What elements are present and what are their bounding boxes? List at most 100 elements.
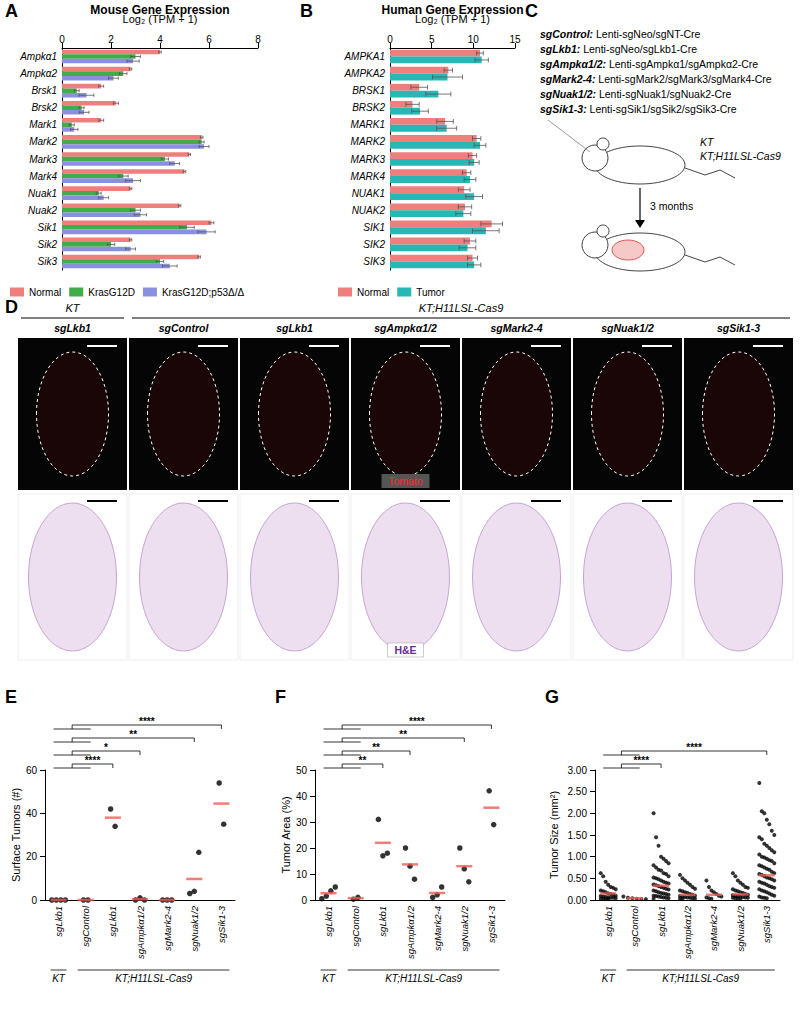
svg-text:5: 5	[429, 34, 435, 45]
svg-text:Lenti-sgNeo/sgNT-Cre: Lenti-sgNeo/sgNT-Cre	[593, 28, 701, 40]
svg-text:SIK3: SIK3	[363, 256, 385, 267]
svg-text:Tumor Area (%): Tumor Area (%)	[280, 796, 292, 873]
svg-text:KT;H11LSL-Cas9: KT;H11LSL-Cas9	[385, 973, 462, 984]
svg-text:KrasG12D: KrasG12D	[88, 287, 135, 298]
svg-text:Mark3: Mark3	[29, 154, 57, 165]
svg-text:Lenti-sgAmpkα1/sgAmpkα2-Cre: Lenti-sgAmpkα1/sgAmpkα2-Cre	[606, 58, 758, 70]
svg-text:A: A	[5, 1, 18, 21]
svg-text:****: ****	[409, 716, 425, 727]
svg-text:**: **	[359, 755, 367, 766]
svg-text:sgAmpkα1/2: sgAmpkα1/2	[405, 905, 416, 959]
svg-text:KT: KT	[700, 136, 715, 148]
svg-text:0: 0	[59, 34, 65, 45]
svg-text:sgNuak1/2: sgNuak1/2	[735, 905, 746, 951]
svg-text:**: **	[129, 729, 137, 740]
svg-text:sgLkb1: sgLkb1	[323, 906, 334, 937]
svg-text:sgLkb1: sgLkb1	[603, 906, 614, 937]
svg-text:****: ****	[686, 742, 702, 753]
svg-text:0.00: 0.00	[568, 895, 588, 906]
svg-text:Sik1: Sik1	[38, 222, 57, 233]
svg-text:MARK2: MARK2	[351, 136, 386, 147]
svg-text:sgControl:: sgControl:	[540, 28, 593, 40]
svg-text:1.00: 1.00	[568, 851, 588, 862]
svg-text:2.50: 2.50	[568, 786, 588, 797]
svg-text:NUAK1: NUAK1	[352, 188, 385, 199]
svg-text:Normal: Normal	[357, 287, 389, 298]
svg-text:sgControl: sgControl	[629, 905, 640, 947]
svg-text:sgNuak1/2:: sgNuak1/2:	[540, 88, 596, 100]
svg-text:sgControl: sgControl	[80, 905, 91, 947]
svg-text:****: ****	[85, 755, 101, 766]
svg-text:E: E	[5, 687, 17, 707]
svg-text:G: G	[545, 687, 559, 707]
svg-text:Nuak1: Nuak1	[28, 188, 57, 199]
svg-text:KT;H11LSL-Cas9: KT;H11LSL-Cas9	[419, 302, 504, 314]
svg-text:sgMark2-4:: sgMark2-4:	[540, 73, 595, 85]
svg-text:KT;H11LSL-Cas9: KT;H11LSL-Cas9	[115, 973, 192, 984]
svg-text:KrasG12D;p53Δ/Δ: KrasG12D;p53Δ/Δ	[162, 287, 245, 298]
svg-text:Ampkα2: Ampkα2	[19, 68, 57, 79]
svg-text:3 months: 3 months	[650, 200, 693, 212]
svg-text:sgSik1-3: sgSik1-3	[216, 905, 227, 943]
svg-text:Brsk2: Brsk2	[31, 102, 57, 113]
svg-text:0: 0	[387, 34, 393, 45]
svg-text:KT;H11LSL-Cas9: KT;H11LSL-Cas9	[662, 973, 739, 984]
svg-text:1.50: 1.50	[568, 830, 588, 841]
svg-text:30: 30	[296, 817, 308, 828]
svg-text:sgMark2-4: sgMark2-4	[491, 322, 543, 334]
svg-text:sgSik1-3:: sgSik1-3:	[540, 103, 587, 115]
svg-text:10: 10	[468, 34, 480, 45]
svg-text:50: 50	[296, 765, 308, 776]
svg-text:10: 10	[296, 869, 308, 880]
svg-text:6: 6	[206, 34, 212, 45]
svg-text:AMPKA2: AMPKA2	[343, 68, 385, 79]
svg-text:Human Gene Expression: Human Gene Expression	[381, 3, 523, 17]
svg-text:*: *	[104, 742, 108, 753]
svg-text:sgAmpkα1/2: sgAmpkα1/2	[135, 905, 146, 959]
svg-text:sgLkb1: sgLkb1	[53, 906, 64, 937]
svg-text:15: 15	[509, 34, 521, 45]
svg-text:NUAK2: NUAK2	[352, 205, 386, 216]
svg-text:sgNuak1/2: sgNuak1/2	[189, 905, 200, 951]
svg-text:D: D	[5, 297, 18, 317]
svg-text:**: **	[399, 729, 407, 740]
svg-text:sgLkb1: sgLkb1	[276, 322, 313, 334]
svg-text:Brsk1: Brsk1	[31, 85, 57, 96]
svg-text:KT;H11LSL-Cas9: KT;H11LSL-Cas9	[700, 150, 781, 162]
svg-text:sgLkb1:: sgLkb1:	[540, 43, 580, 55]
svg-text:3.00: 3.00	[568, 765, 588, 776]
svg-text:Mark1: Mark1	[29, 119, 57, 130]
svg-text:SIK1: SIK1	[363, 222, 385, 233]
svg-text:Lenti-sgNeo/sgLkb1-Cre: Lenti-sgNeo/sgLkb1-Cre	[580, 43, 697, 55]
svg-text:Mark4: Mark4	[29, 171, 57, 182]
svg-text:40: 40	[26, 808, 38, 819]
svg-text:sgAmpkα1/2:: sgAmpkα1/2:	[540, 58, 606, 70]
svg-text:sgMark2-4: sgMark2-4	[162, 906, 173, 951]
svg-text:4: 4	[157, 34, 163, 45]
svg-text:sgSik1-3: sgSik1-3	[486, 905, 497, 943]
svg-text:Lenti-sgSik1/sgSik2/sgSik3-Cre: Lenti-sgSik1/sgSik2/sgSik3-Cre	[587, 103, 737, 115]
svg-text:sgAmpkα1/2: sgAmpkα1/2	[374, 322, 437, 334]
svg-text:sgControl: sgControl	[159, 322, 210, 334]
svg-text:KT: KT	[65, 302, 80, 314]
svg-text:sgSik1-3: sgSik1-3	[761, 905, 772, 943]
svg-text:Sik3: Sik3	[38, 256, 58, 267]
svg-text:KT: KT	[52, 973, 66, 984]
svg-text:8: 8	[255, 34, 261, 45]
svg-text:0.50: 0.50	[568, 873, 588, 884]
svg-text:60: 60	[26, 765, 38, 776]
svg-text:2.00: 2.00	[568, 808, 588, 819]
svg-text:KT: KT	[602, 973, 616, 984]
svg-text:Mark2: Mark2	[29, 136, 57, 147]
svg-text:MARK3: MARK3	[351, 154, 386, 165]
svg-text:AMPKA1: AMPKA1	[343, 51, 385, 62]
svg-text:Ampkα1: Ampkα1	[19, 51, 57, 62]
svg-text:Normal: Normal	[29, 287, 61, 298]
svg-text:Sik2: Sik2	[38, 239, 58, 250]
svg-text:sgLkb1: sgLkb1	[54, 322, 91, 334]
svg-text:SIK2: SIK2	[363, 239, 385, 250]
svg-text:****: ****	[139, 716, 155, 727]
svg-text:Lenti-sgMark2/sgMark3/sgMark4-: Lenti-sgMark2/sgMark3/sgMark4-Cre	[595, 73, 771, 85]
svg-text:KT: KT	[322, 973, 336, 984]
svg-text:Mouse Gene Expression: Mouse Gene Expression	[90, 3, 229, 17]
